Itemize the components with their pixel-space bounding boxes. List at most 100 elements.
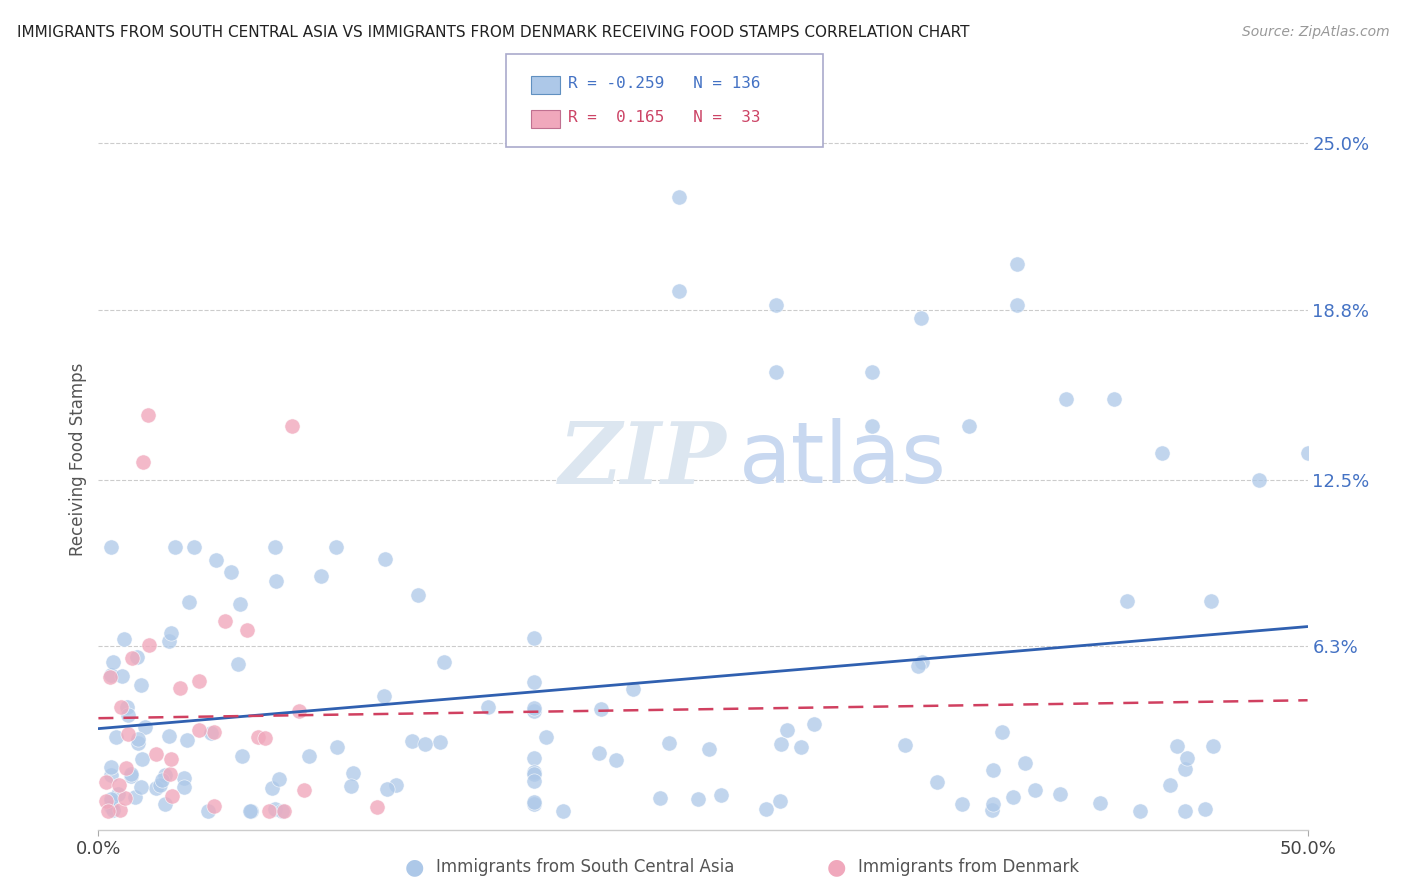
- Point: [229, 597, 252, 611]
- Point: [239, 804, 262, 818]
- Point: [176, 732, 198, 747]
- Point: [114, 790, 136, 805]
- Point: [534, 730, 557, 744]
- Point: [127, 650, 149, 665]
- Point: [789, 739, 811, 754]
- Text: IMMIGRANTS FROM SOUTH CENTRAL ASIA VS IMMIGRANTS FROM DENMARK RECEIVING FOOD STA: IMMIGRANTS FROM SOUTH CENTRAL ASIA VS IM…: [17, 25, 969, 40]
- Point: [1166, 739, 1188, 754]
- Point: [769, 795, 792, 809]
- Point: [173, 780, 195, 794]
- Text: ●: ●: [827, 857, 846, 877]
- Point: [115, 761, 138, 775]
- Point: [1102, 392, 1125, 406]
- Point: [108, 804, 131, 818]
- Text: Source: ZipAtlas.com: Source: ZipAtlas.com: [1241, 25, 1389, 39]
- Point: [179, 595, 201, 609]
- Point: [120, 766, 142, 780]
- Point: [219, 566, 242, 580]
- Point: [264, 802, 287, 816]
- Point: [264, 574, 287, 588]
- Point: [981, 764, 1004, 778]
- Y-axis label: Receiving Food Stamps: Receiving Food Stamps: [69, 363, 87, 556]
- Point: [1001, 790, 1024, 805]
- Point: [1007, 257, 1029, 271]
- Point: [911, 655, 934, 669]
- Point: [523, 701, 546, 715]
- Point: [136, 408, 159, 422]
- Point: [325, 740, 347, 755]
- Point: [668, 284, 690, 298]
- Point: [127, 736, 149, 750]
- Point: [342, 765, 364, 780]
- Point: [1088, 796, 1111, 810]
- Point: [325, 540, 347, 554]
- Point: [1202, 739, 1225, 753]
- Point: [100, 668, 122, 682]
- Point: [270, 804, 292, 818]
- Point: [281, 418, 304, 433]
- Point: [776, 723, 799, 737]
- Point: [100, 540, 122, 554]
- Point: [134, 720, 156, 734]
- Point: [375, 782, 398, 797]
- Point: [755, 802, 778, 816]
- Point: [340, 779, 363, 793]
- Point: [1159, 778, 1181, 792]
- Point: [1194, 802, 1216, 816]
- Point: [107, 787, 129, 801]
- Point: [401, 734, 423, 748]
- Point: [202, 799, 225, 814]
- Point: [523, 797, 546, 811]
- Point: [1007, 297, 1029, 311]
- Point: [765, 297, 787, 311]
- Point: [100, 792, 122, 806]
- Point: [155, 768, 177, 782]
- Point: [374, 552, 396, 566]
- Point: [269, 772, 291, 787]
- Point: [108, 778, 131, 792]
- Point: [697, 742, 720, 756]
- Point: [187, 674, 209, 689]
- Point: [1049, 787, 1071, 801]
- Point: [981, 803, 1004, 817]
- Text: atlas: atlas: [740, 417, 948, 501]
- Point: [415, 737, 437, 751]
- Point: [287, 704, 309, 718]
- Text: R =  0.165   N =  33: R = 0.165 N = 33: [568, 111, 761, 125]
- Point: [623, 681, 645, 696]
- Point: [1014, 756, 1036, 770]
- Point: [124, 790, 146, 805]
- Point: [127, 732, 149, 747]
- Point: [1152, 445, 1174, 459]
- Point: [1129, 804, 1152, 818]
- Point: [957, 418, 980, 433]
- Point: [925, 775, 948, 789]
- Point: [406, 588, 429, 602]
- Point: [117, 707, 139, 722]
- Point: [157, 730, 180, 744]
- Point: [131, 752, 153, 766]
- Point: [94, 795, 117, 809]
- Point: [523, 767, 546, 781]
- Point: [1199, 593, 1222, 607]
- Point: [145, 747, 167, 761]
- Point: [117, 700, 139, 714]
- Point: [100, 768, 122, 782]
- Point: [803, 716, 825, 731]
- Point: [121, 650, 143, 665]
- Point: [120, 769, 142, 783]
- Point: [150, 772, 173, 787]
- Point: [260, 781, 283, 796]
- Point: [105, 731, 128, 745]
- Point: [1175, 751, 1198, 765]
- Point: [236, 623, 259, 637]
- Point: [138, 638, 160, 652]
- Point: [273, 804, 295, 818]
- Point: [111, 669, 134, 683]
- Point: [591, 702, 613, 716]
- Point: [668, 190, 690, 204]
- Point: [523, 704, 546, 718]
- Point: [523, 764, 546, 779]
- Point: [983, 797, 1005, 812]
- Point: [1115, 593, 1137, 607]
